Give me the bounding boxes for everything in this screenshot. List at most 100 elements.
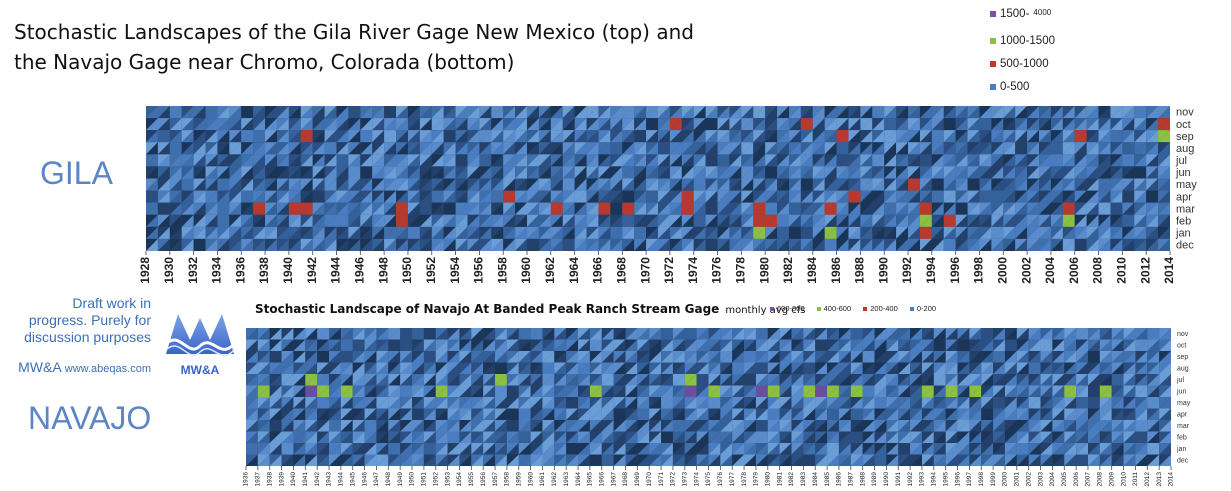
heatmap-cell xyxy=(336,118,349,131)
heatmap-cell xyxy=(300,178,313,191)
heatmap-cell xyxy=(625,339,638,351)
heatmap-cell xyxy=(744,385,756,397)
heatmap-cell xyxy=(827,420,839,432)
heatmap-cell xyxy=(146,118,158,131)
heatmap-cell xyxy=(777,214,789,227)
heatmap-cell xyxy=(646,118,658,131)
heatmap-cell xyxy=(181,238,194,251)
heatmap-cell xyxy=(562,154,575,167)
heatmap-cell xyxy=(1062,226,1075,239)
heatmap-cell xyxy=(1004,397,1017,409)
heatmap-cell xyxy=(589,408,602,420)
x-tick-label: 1956 xyxy=(472,257,486,284)
heatmap-cell xyxy=(708,339,721,351)
heatmap-cell xyxy=(755,420,768,432)
heatmap-cell xyxy=(969,420,982,432)
heatmap-cell xyxy=(884,106,897,119)
heatmap-cell xyxy=(562,166,575,179)
heatmap-cell xyxy=(503,142,516,155)
heatmap-cell xyxy=(407,118,420,131)
heatmap-cell xyxy=(288,190,301,203)
heatmap-cell xyxy=(979,166,992,179)
heatmap-cell xyxy=(598,178,611,191)
heatmap-cell xyxy=(574,154,587,167)
heatmap-cell xyxy=(598,142,611,155)
heatmap-cell xyxy=(1052,339,1065,351)
heatmap-cell xyxy=(815,385,828,397)
heatmap-cell xyxy=(1016,339,1029,351)
heatmap-cell xyxy=(246,328,258,340)
heatmap-cell xyxy=(455,166,468,179)
heatmap-cell xyxy=(269,431,282,443)
heatmap-cell xyxy=(419,118,432,131)
heatmap-cell xyxy=(800,178,813,191)
heatmap-cell xyxy=(800,106,813,119)
heatmap-cell xyxy=(384,106,397,119)
heatmap-cell xyxy=(634,214,647,227)
heatmap-cell xyxy=(848,154,861,167)
heatmap-cell xyxy=(993,328,1005,340)
heatmap-cell xyxy=(586,190,599,203)
heatmap-cell xyxy=(538,118,551,131)
heatmap-cell xyxy=(696,374,709,386)
x-tick-label: 1989 xyxy=(871,472,878,487)
heatmap-cell xyxy=(848,130,861,143)
heatmap-cell xyxy=(812,202,825,215)
heatmap-cell xyxy=(467,106,480,119)
heatmap-cell xyxy=(646,238,658,251)
heatmap-cell xyxy=(744,374,756,386)
heatmap-cell xyxy=(838,362,851,374)
month-label: dec xyxy=(1176,240,1194,252)
heatmap-cell xyxy=(1040,339,1053,351)
heatmap-cell xyxy=(945,420,958,432)
heatmap-cell xyxy=(803,431,816,443)
heatmap-cell xyxy=(169,142,182,155)
heatmap-cell xyxy=(1122,214,1135,227)
heatmap-cell xyxy=(898,397,911,409)
heatmap-cell xyxy=(646,178,658,191)
heatmap-cell xyxy=(753,154,766,167)
heatmap-cell xyxy=(957,385,970,397)
heatmap-cell xyxy=(779,454,792,466)
heatmap-cell xyxy=(788,178,801,191)
heatmap-cell xyxy=(435,339,448,351)
heatmap-cell xyxy=(1052,443,1065,455)
heatmap-cell xyxy=(312,166,325,179)
heatmap-cell xyxy=(788,154,801,167)
heatmap-cell xyxy=(229,214,242,227)
heatmap-cell xyxy=(578,408,590,420)
heatmap-cell xyxy=(672,431,685,443)
heatmap-cell xyxy=(1158,238,1170,251)
heatmap-cell xyxy=(288,154,301,167)
heatmap-cell xyxy=(423,374,436,386)
heatmap-cell xyxy=(1062,202,1075,215)
heatmap-cell xyxy=(503,166,516,179)
heatmap-cell xyxy=(1159,351,1171,363)
heatmap-cell xyxy=(969,431,982,443)
heatmap-cell xyxy=(634,142,647,155)
heatmap-cell xyxy=(1040,431,1053,443)
heatmap-cell xyxy=(696,339,709,351)
heatmap-cell xyxy=(396,106,408,119)
heatmap-cell xyxy=(467,130,480,143)
heatmap-cell xyxy=(981,420,994,432)
heatmap-cell xyxy=(741,106,754,119)
heatmap-cell xyxy=(945,454,958,466)
heatmap-cell xyxy=(886,362,899,374)
month-label: mar xyxy=(1176,203,1195,215)
heatmap-cell xyxy=(981,408,994,420)
heatmap-cell xyxy=(1050,178,1063,191)
heatmap-cell xyxy=(598,130,611,143)
heatmap-cell xyxy=(447,408,460,420)
heatmap-cell xyxy=(791,374,804,386)
heatmap-cell xyxy=(400,443,413,455)
heatmap-cell xyxy=(253,166,266,179)
heatmap-cell xyxy=(1123,374,1136,386)
heatmap-cell xyxy=(431,238,444,251)
navajo-heatmap: decjanfebmaraprmayjunjulaugsepoctnov1936… xyxy=(243,328,1191,487)
heatmap-cell xyxy=(515,202,528,215)
heatmap-cell xyxy=(1111,328,1124,340)
heatmap-cell xyxy=(491,106,504,119)
heatmap-cell xyxy=(896,214,909,227)
heatmap-cell xyxy=(483,362,496,374)
